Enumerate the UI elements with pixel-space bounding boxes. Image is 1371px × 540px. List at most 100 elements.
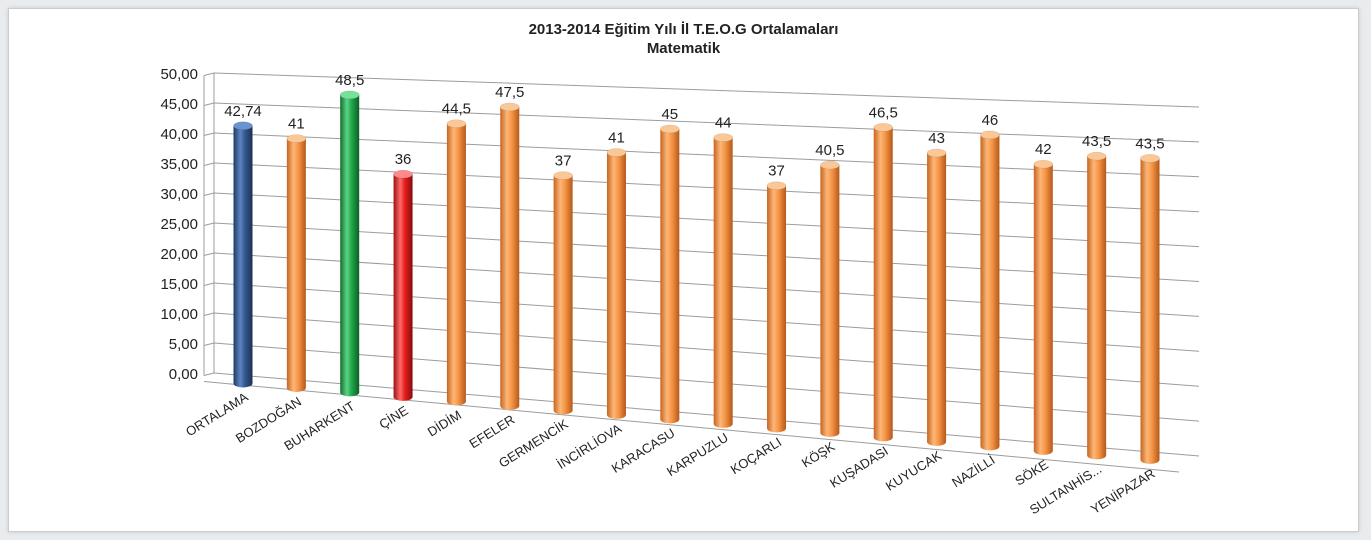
- bar-body: [980, 134, 1000, 447]
- x-tick-label: DİDİM: [425, 407, 464, 439]
- bar: [1140, 154, 1160, 464]
- bar-top: [286, 134, 307, 143]
- bar-base: [286, 383, 306, 392]
- data-label: 44: [715, 115, 732, 132]
- y-tick-label: 20,00: [160, 246, 198, 263]
- data-label: 42,74: [224, 103, 262, 120]
- bar: [873, 123, 893, 442]
- bar-top: [1033, 159, 1054, 169]
- gridline-wall: [203, 252, 215, 256]
- bar-base: [980, 442, 1000, 451]
- bar-body: [233, 125, 253, 384]
- bar: [339, 90, 360, 397]
- bar: [766, 181, 787, 433]
- bar-base: [446, 397, 466, 406]
- bar-base: [713, 419, 733, 428]
- x-tick-label: KÖŞK: [799, 439, 838, 471]
- bar-top: [553, 171, 573, 180]
- data-label: 43: [928, 130, 945, 147]
- gridline: [213, 102, 1200, 143]
- data-label: 48,5: [335, 72, 364, 89]
- y-tick-label: 45,00: [160, 96, 198, 113]
- gridline-wall: [203, 192, 215, 196]
- bar-top: [1086, 151, 1107, 161]
- y-tick-label: 15,00: [160, 276, 198, 293]
- bar-base: [500, 401, 520, 410]
- bar-body: [1087, 156, 1107, 456]
- bar-top: [660, 124, 680, 134]
- x-tick-label: NAZİLLİ: [949, 452, 997, 490]
- bar: [606, 148, 627, 419]
- bar-top: [766, 181, 787, 190]
- bar-base: [1087, 451, 1107, 460]
- y-tick-label: 5,00: [169, 336, 198, 353]
- gridline-wall: [203, 372, 215, 376]
- bar: [820, 160, 840, 437]
- bar: [980, 130, 1000, 451]
- bar-body: [286, 138, 306, 388]
- bar-top: [446, 119, 467, 128]
- y-tick-label: 0,00: [169, 366, 198, 383]
- chart-frame: 2013-2014 Eğitim Yılı İl T.E.O.G Ortalam…: [8, 8, 1359, 532]
- data-label: 40,5: [815, 142, 844, 159]
- bar: [713, 133, 733, 428]
- bar-base: [820, 428, 840, 437]
- y-tick-label: 50,00: [160, 66, 198, 83]
- bar: [233, 121, 253, 388]
- bar: [553, 171, 573, 415]
- bar-body: [660, 129, 680, 420]
- bar-body: [500, 106, 520, 406]
- gridline-wall: [203, 102, 215, 106]
- data-label: 37: [768, 163, 785, 180]
- x-tick-label: KUYUCAK: [883, 448, 945, 494]
- chart-subtitle: Matematik: [646, 40, 721, 57]
- bar-base: [927, 437, 947, 446]
- bar-body: [446, 123, 466, 402]
- bar: [926, 148, 947, 446]
- y-tick-label: 10,00: [160, 306, 198, 323]
- bar-top: [1140, 154, 1160, 163]
- data-label: 41: [288, 116, 305, 133]
- bar-base: [233, 379, 253, 388]
- bar-base: [873, 433, 893, 442]
- x-tick-label: KOÇARLI: [728, 434, 784, 477]
- bar-top: [713, 133, 733, 142]
- bar-base: [340, 388, 360, 397]
- gridline-wall: [203, 222, 215, 226]
- bar-base: [660, 415, 680, 424]
- bar-body: [393, 174, 413, 397]
- gridline-wall: [203, 342, 215, 346]
- data-label: 43,5: [1082, 133, 1111, 150]
- bar-body: [820, 165, 840, 433]
- bar: [1033, 159, 1054, 455]
- bar-body: [873, 127, 893, 438]
- bar-top: [926, 148, 947, 158]
- gridline-wall: [203, 162, 215, 166]
- x-tick-label: SÖKE: [1012, 457, 1051, 489]
- y-tick-label: 40,00: [160, 126, 198, 143]
- bar-body: [1140, 158, 1160, 460]
- bar: [500, 102, 520, 410]
- gridline-wall: [203, 282, 215, 286]
- bar-body: [606, 152, 626, 415]
- bar-body: [713, 137, 733, 424]
- bar-body: [927, 152, 947, 442]
- data-label: 46: [982, 112, 999, 129]
- bar-body: [340, 94, 360, 393]
- bar: [660, 124, 680, 424]
- bar-base: [1140, 455, 1160, 464]
- data-label: 47,5: [495, 84, 524, 101]
- y-tick-label: 25,00: [160, 216, 198, 233]
- bar-base: [393, 392, 413, 401]
- bar: [446, 119, 467, 406]
- bar-base: [767, 424, 787, 433]
- bar-top: [606, 148, 627, 157]
- bar-top: [980, 130, 1000, 140]
- x-tick-label: ÇİNE: [376, 403, 411, 432]
- data-label: 41: [608, 129, 625, 146]
- y-tick-label: 30,00: [160, 186, 198, 203]
- bar-top: [873, 123, 893, 132]
- x-tick-label: EFELER: [467, 412, 518, 452]
- bar: [1086, 151, 1107, 460]
- bar-top: [820, 160, 840, 170]
